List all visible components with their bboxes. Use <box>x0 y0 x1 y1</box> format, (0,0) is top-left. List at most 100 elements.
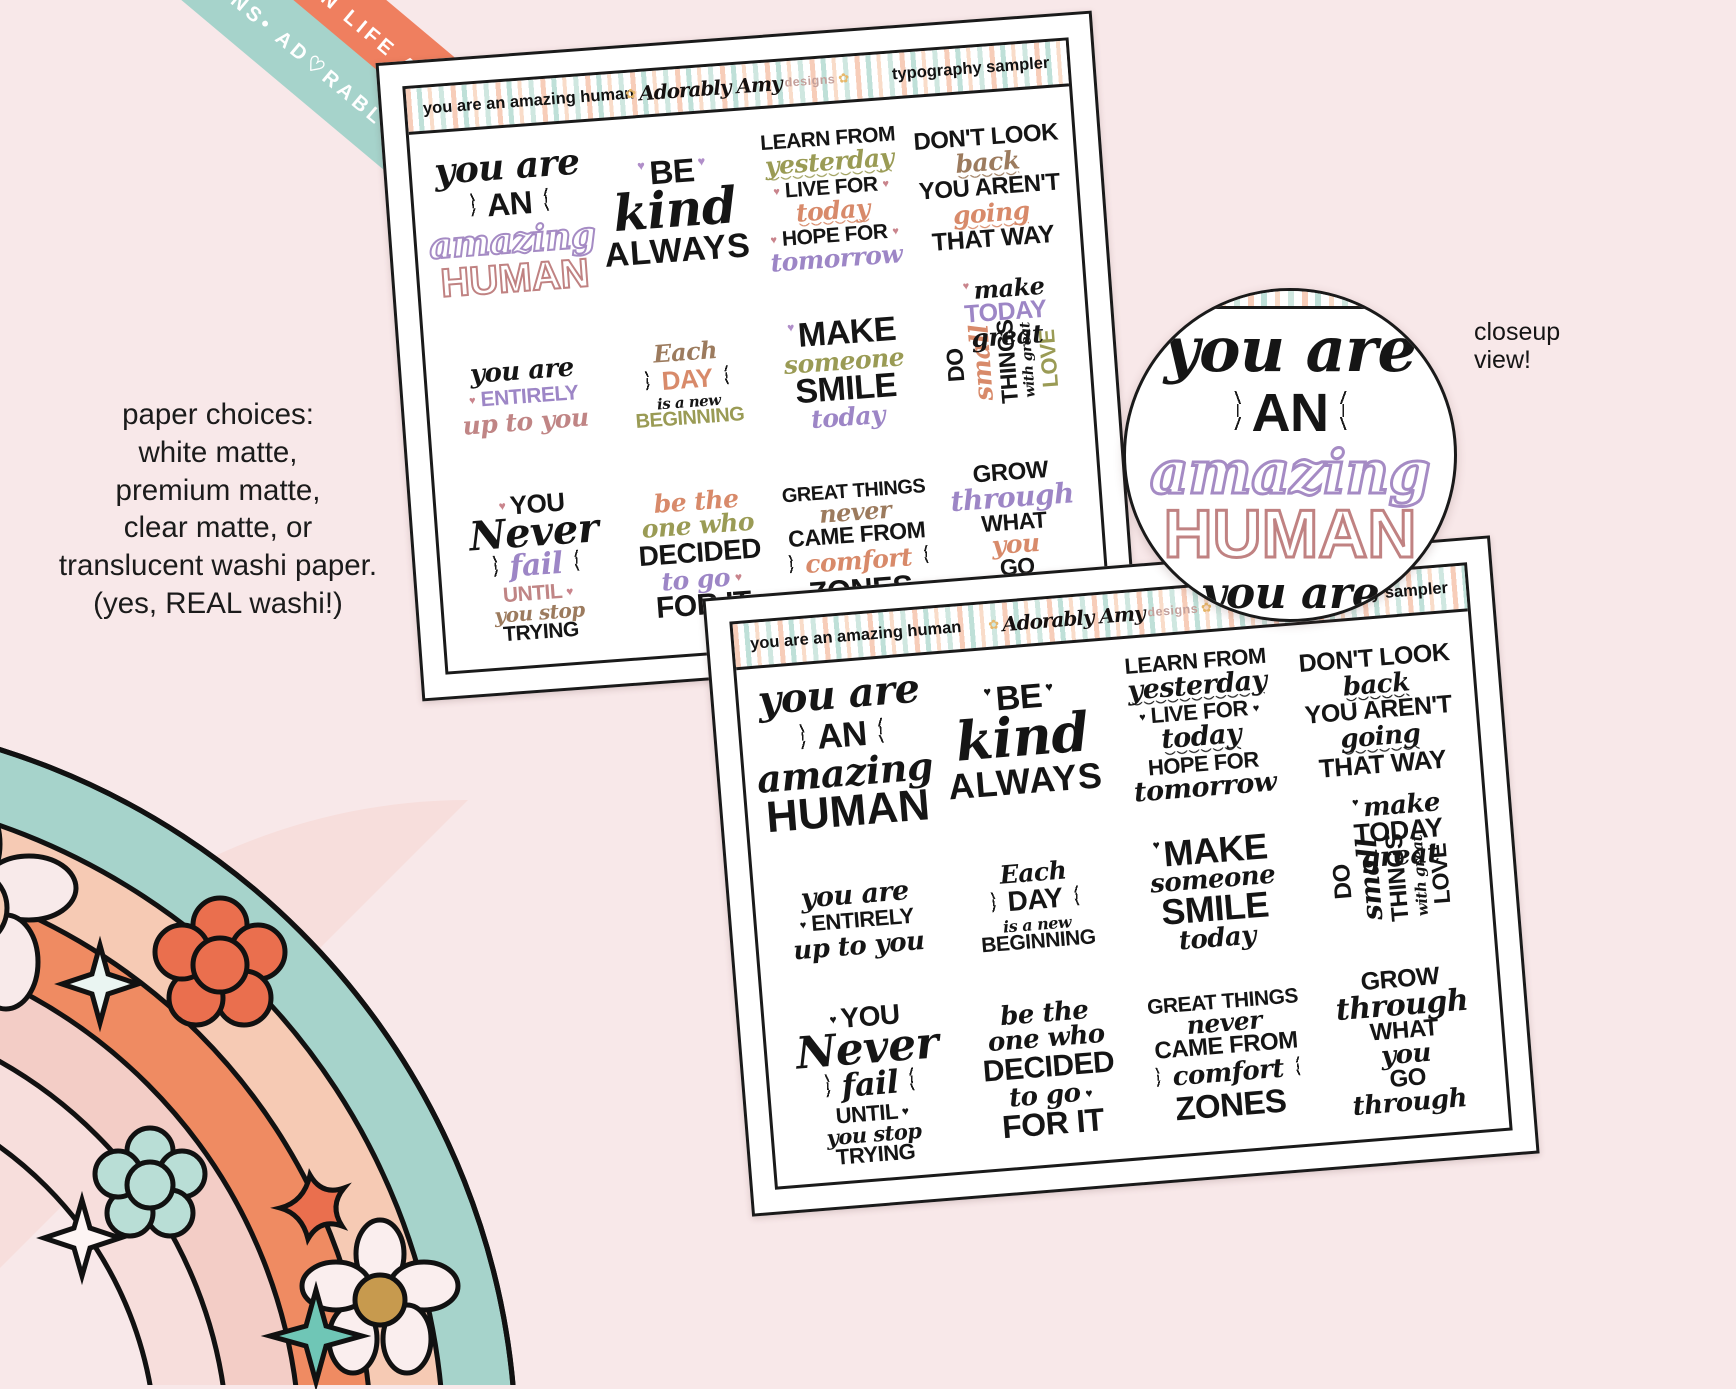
heart-icon: ♥ <box>1084 1085 1094 1101</box>
sticker-great-things-never-came-from-comfort-zones[interactable]: GREAT THINGS never CAME FROM comfort ZON… <box>1131 965 1323 1147</box>
sticker-line: AN <box>485 183 534 224</box>
paper-choices-line: premium matte, <box>115 473 321 507</box>
sticker-you-are-an-amazing-human[interactable]: you are AN amazing HUMAN <box>419 128 602 320</box>
closeup-line: you are <box>1163 313 1417 386</box>
closeup-line: HUMAN <box>1162 496 1418 573</box>
sticker-line: you are <box>432 140 581 193</box>
sticker-each-day-is-a-new-beginning[interactable]: Each DAY is a new BEGINNING <box>940 819 1131 993</box>
flower-icon: ✿ <box>837 69 850 86</box>
sticker-line: up to you <box>792 926 926 967</box>
sticker-grow-through-what-you-go-through[interactable]: GROW through WHAT you GO through <box>1309 950 1501 1132</box>
heart-icon: ♥ <box>786 320 795 336</box>
sticker-be-kind-always[interactable]: ♥ BE ♥ kind ALWAYS <box>590 116 761 307</box>
daisy-smiley-icon <box>0 825 79 1012</box>
sticker-learn-from-yesterday[interactable]: LEARN FROM yesterday ♥ LIVE FOR ♥ today … <box>1104 632 1296 819</box>
paper-choices-text: paper choices: white matte, premium matt… <box>8 396 428 623</box>
sticker-line: BEGINNING <box>980 925 1097 958</box>
sticker-line: today <box>1177 920 1257 957</box>
sticker-line: TRYING <box>502 617 580 647</box>
sticker-line: going <box>951 195 1031 231</box>
heart-icon: ♥ <box>468 394 477 408</box>
closeup-sticker-preview: you are AN amazing HUMAN you are <box>1126 313 1454 619</box>
closeup-view-circle: you are AN amazing HUMAN you are <box>1123 288 1457 622</box>
heart-icon: ♥ <box>799 919 807 932</box>
heart-icon: ♥ <box>982 683 992 700</box>
sticker-line: ALWAYS <box>603 226 753 276</box>
heart-icon: ♥ <box>697 153 706 170</box>
sticker-you-never-fail-until-you-stop-trying[interactable]: ♥ YOU Never fail UNTIL ♥ you stop TRYING <box>773 993 966 1175</box>
sheet-title-left: you are an amazing human <box>749 618 963 653</box>
sticker-line: AN <box>815 714 869 757</box>
sticker-line: yesterday <box>763 142 895 181</box>
sticker-line: HUMAN <box>438 251 592 308</box>
sticker-line: DAY <box>1006 882 1064 918</box>
closeup-view-label: closeup view! <box>1474 318 1654 374</box>
sticker-be-kind-always[interactable]: ♥ BE ♥ kind ALWAYS <box>926 647 1118 834</box>
sticker-line: up to you <box>461 402 590 441</box>
heart-icon: ♥ <box>636 158 646 174</box>
sticker-dont-look-back[interactable]: DON'T LOOK back YOU AREN'T going THAT WA… <box>1282 618 1474 805</box>
heart-icon: ♥ <box>1044 678 1054 695</box>
sticker-line: DO <box>940 347 970 383</box>
flower-icon: ✿ <box>624 85 637 101</box>
sticker-line: today <box>794 193 871 228</box>
sticker-line: DAY <box>660 362 714 396</box>
heart-icon: ♥ <box>770 234 778 248</box>
heart-icon: ♥ <box>565 584 574 599</box>
sticker-you-are-entirely-up-to-you[interactable]: you are ♥ ENTIRELY up to you <box>432 307 614 486</box>
heart-icon: ♥ <box>1152 837 1161 852</box>
sticker-be-the-one-who-decided-to-go-for-it[interactable]: be the one who DECIDED to go ♥ FOR IT <box>953 979 1145 1161</box>
sticker-you-are-entirely-up-to-you[interactable]: you are ♥ ENTIRELY up to you <box>761 834 953 1008</box>
sticker-line: today <box>810 399 886 434</box>
paper-choices-line: translucent washi paper. <box>58 549 378 582</box>
heart-icon: ♥ <box>892 225 900 239</box>
closeup-line: AN <box>1229 382 1329 443</box>
sticker-line: going <box>1339 718 1422 755</box>
sticker-make-someone-smile-today[interactable]: ♥ MAKE someone SMILE today <box>1118 805 1309 979</box>
sticker-each-day-is-a-new-beginning[interactable]: Each DAY is a new BEGINNING <box>603 296 773 474</box>
brand-logo-script: Adorably Amy <box>638 70 783 105</box>
heart-icon: ♥ <box>734 569 743 585</box>
sticker-line: LOVE <box>1033 328 1063 388</box>
sparkle-icons <box>36 935 372 1389</box>
mint-flower-icon <box>92 1125 208 1239</box>
sticker-line: through <box>1351 1082 1469 1122</box>
sheet-title-left: you are an amazing human <box>422 84 635 118</box>
heart-icon: ♥ <box>1138 711 1147 724</box>
sticker-you-are-an-amazing-human[interactable]: you are AN amazing HUMAN <box>747 661 940 848</box>
sticker-line: today <box>1160 718 1243 756</box>
brand-logo: ✿ Adorably Amy designs ✿ <box>624 66 850 106</box>
brand-logo-script: Adorably Amy <box>1001 600 1146 636</box>
sticker-line: ALWAYS <box>946 754 1105 808</box>
heart-icon: ♥ <box>901 1104 910 1119</box>
heart-icon: ♥ <box>882 177 890 191</box>
sticker-line: tomorrow <box>769 239 904 279</box>
sticker-sheet-bw[interactable]: you are an amazing human ✿ Adorably Amy … <box>702 535 1540 1217</box>
paper-choices-line: paper choices: <box>122 398 314 431</box>
sticker-line: back <box>1341 666 1411 703</box>
sheet-title-right: typography sampler <box>891 53 1050 84</box>
sticker-dont-look-back[interactable]: DON'T LOOK back YOU AREN'T going THAT WA… <box>904 93 1075 284</box>
heart-icon: ♥ <box>1252 702 1260 715</box>
heart-icon: ♥ <box>772 185 781 199</box>
sticker-line: fail <box>840 1063 900 1106</box>
sticker-learn-from-yesterday[interactable]: LEARN FROM yesterday ♥ LIVE FOR ♥ today … <box>747 105 918 296</box>
sheet-inner-frame: you are an amazing human ✿ Adorably Amy … <box>729 562 1513 1190</box>
sticker-make-someone-smile-today[interactable]: ♥ MAKE someone SMILE today <box>760 284 930 462</box>
sticker-line: TRYING <box>835 1138 917 1170</box>
sticker-do-small-things-with-great-love[interactable]: DO small THINGS with great LOVE <box>917 273 1087 451</box>
paper-choices-line: clear matte, or <box>123 511 313 545</box>
sticker-do-small-things-with-great-love[interactable]: DO small THINGS with great LOVE <box>1296 791 1487 965</box>
sticker-you-never-fail-until-you-stop-trying[interactable]: ♥ YOU Never fail UNTIL ♥ you stop TRYING <box>445 474 628 661</box>
white-flower-gold-center-icon <box>299 1217 461 1376</box>
sticker-line: comfort <box>804 541 913 579</box>
flower-icon: ✿ <box>987 616 1000 632</box>
paper-choices-line: white matte, <box>138 435 298 469</box>
closeup-label-line: closeup <box>1474 318 1561 346</box>
sticker-line: you are <box>756 664 922 725</box>
sticker-line: LOVE <box>1424 842 1456 906</box>
coral-flower-icon <box>152 895 288 1028</box>
sticker-line: FOR IT <box>1000 1101 1106 1146</box>
closeup-line: you are <box>1200 567 1380 619</box>
